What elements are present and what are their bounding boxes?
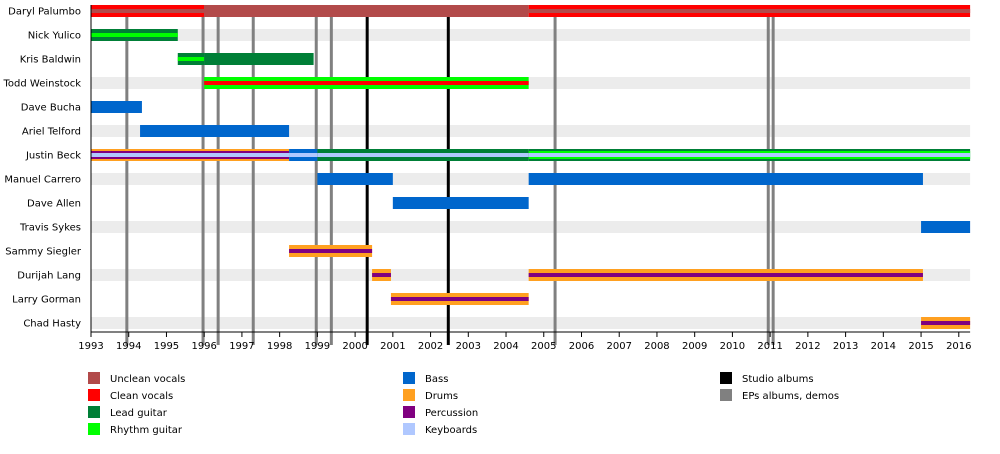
member-label: Durijah Lang <box>17 271 81 282</box>
ep-release-line <box>216 5 220 345</box>
legend-swatch-bass <box>403 372 415 384</box>
member-label: Manuel Carrero <box>4 175 81 186</box>
x-tick-label: 1996 <box>191 341 216 352</box>
legend-swatch-drums <box>403 389 415 401</box>
legend-label-perc: Percussion <box>425 408 478 419</box>
x-tick-label: 1998 <box>267 341 292 352</box>
bar-bass <box>392 197 529 209</box>
bar-lead <box>204 53 314 65</box>
x-tick-label: 2004 <box>493 341 518 352</box>
x-tick-label: 2007 <box>606 341 631 352</box>
x-tick-label: 2008 <box>644 341 669 352</box>
bar-keys <box>289 153 318 157</box>
legend-label-rhythm: Rhythm guitar <box>110 425 183 436</box>
x-tick-label: 1999 <box>305 341 330 352</box>
legend-label-eps: EPs albums, demos <box>742 391 839 402</box>
x-tick-label: 2011 <box>757 341 782 352</box>
member-label: Nick Yulico <box>28 31 81 42</box>
bar-perc <box>528 273 923 277</box>
bar-clean <box>204 81 529 85</box>
member-label: Todd Weinstock <box>2 79 81 90</box>
row-background <box>91 221 971 233</box>
legend-label-unclean: Unclean vocals <box>110 374 185 385</box>
x-tick-label: 2000 <box>342 341 367 352</box>
member-label: Travis Sykes <box>19 223 81 234</box>
ep-release-line <box>125 5 129 345</box>
x-tick-label: 2010 <box>720 341 745 352</box>
bar-bass <box>140 125 290 137</box>
legend-swatch-unclean <box>88 372 100 384</box>
x-tick-label: 2005 <box>531 341 556 352</box>
bar-keys <box>317 153 529 157</box>
bar-bass <box>91 101 142 113</box>
studio-album-line <box>446 5 450 345</box>
bar-unclean <box>528 9 971 13</box>
member-label: Sammy Siegler <box>5 247 82 258</box>
member-label: Kris Baldwin <box>20 55 81 66</box>
x-tick-label: 1993 <box>78 341 103 352</box>
member-label: Chad Hasty <box>23 319 81 330</box>
x-tick-label: 2016 <box>946 341 971 352</box>
legend-swatch-clean <box>88 389 100 401</box>
legend-swatch-lead <box>88 406 100 418</box>
legend-label-drums: Drums <box>425 391 458 402</box>
bar-bass <box>921 221 971 233</box>
bar-unclean <box>91 9 205 13</box>
bar-perc <box>921 321 971 325</box>
bar-rhythm <box>91 33 178 37</box>
x-tick-label: 2009 <box>682 341 707 352</box>
x-tick-label: 1994 <box>116 341 141 352</box>
x-tick-label: 2003 <box>456 341 481 352</box>
x-tick-label: 2006 <box>569 341 594 352</box>
member-label: Larry Gorman <box>12 295 81 306</box>
bar-perc <box>390 297 529 301</box>
x-tick-label: 2013 <box>833 341 858 352</box>
bar-keys <box>528 153 971 157</box>
x-tick-label: 1997 <box>229 341 254 352</box>
bar-rhythm <box>177 57 205 61</box>
ep-release-line <box>251 5 255 345</box>
ep-release-line <box>314 5 318 345</box>
x-tick-label: 1995 <box>154 341 179 352</box>
x-tick-label: 2002 <box>418 341 443 352</box>
x-tick-label: 2001 <box>380 341 405 352</box>
legend-swatch-perc <box>403 406 415 418</box>
x-tick-label: 2015 <box>908 341 933 352</box>
bar-keys <box>91 153 290 157</box>
legend-swatch-rhythm <box>88 423 100 435</box>
legend-swatch-keys <box>403 423 415 435</box>
legend-label-lead: Lead guitar <box>110 408 168 419</box>
bar-unclean <box>204 5 529 17</box>
member-label: Justin Beck <box>25 151 81 162</box>
ep-release-line <box>201 5 205 345</box>
member-label: Dave Allen <box>27 199 81 210</box>
legend-swatch-studio <box>720 372 732 384</box>
row-background <box>91 125 971 137</box>
row-background <box>91 29 971 41</box>
member-label: Dave Bucha <box>21 103 81 114</box>
bar-bass <box>528 173 923 185</box>
x-tick-label: 2014 <box>871 341 896 352</box>
legend-swatch-eps <box>720 389 732 401</box>
bar-bass <box>317 173 393 185</box>
legend-label-bass: Bass <box>425 374 448 385</box>
legend-label-clean: Clean vocals <box>110 391 173 402</box>
legend-label-studio: Studio albums <box>742 374 814 385</box>
member-label: Daryl Palumbo <box>8 7 81 18</box>
bar-perc <box>289 249 373 253</box>
bar-perc <box>372 273 391 277</box>
row-background <box>91 317 971 329</box>
member-label: Ariel Telford <box>22 127 81 138</box>
x-tick-label: 2012 <box>795 341 820 352</box>
legend-label-keys: Keyboards <box>425 425 477 436</box>
